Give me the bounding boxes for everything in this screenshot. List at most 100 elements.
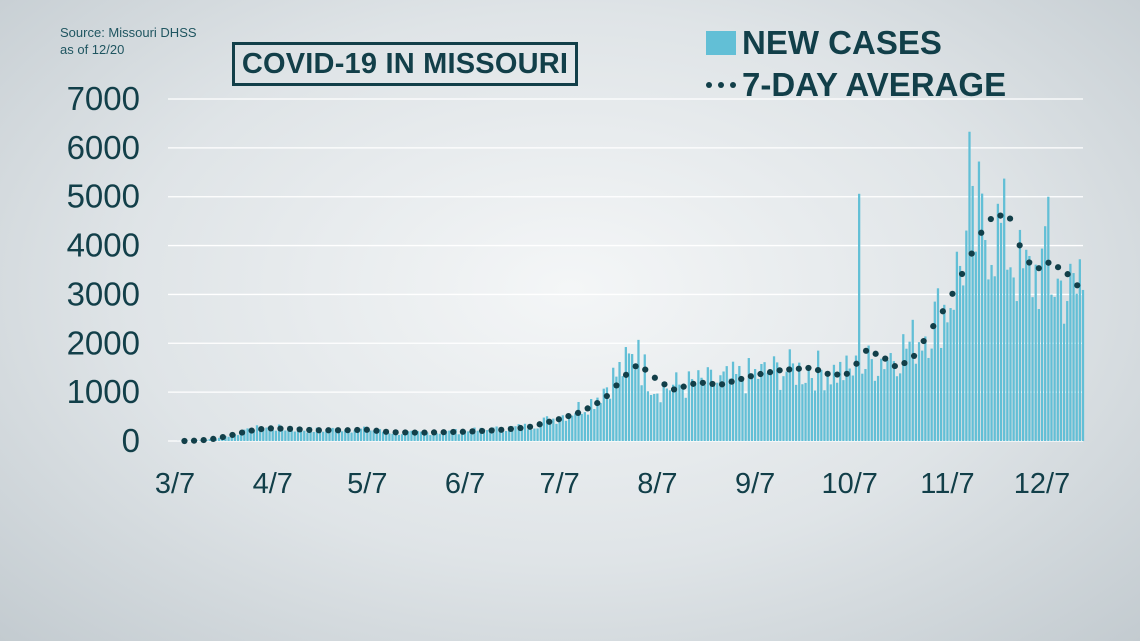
seven-day-average-point bbox=[421, 429, 428, 436]
new-cases-bar bbox=[243, 429, 246, 441]
new-cases-bar bbox=[413, 430, 416, 441]
new-cases-bar bbox=[485, 430, 489, 441]
new-cases-bar bbox=[567, 414, 571, 441]
legend-item-new-cases: NEW CASES bbox=[706, 22, 1006, 64]
new-cases-bar bbox=[899, 373, 902, 441]
new-cases-bar bbox=[987, 279, 990, 441]
new-cases-bar bbox=[602, 388, 605, 441]
y-tick-label: 0 bbox=[122, 422, 140, 459]
new-cases-bar bbox=[1075, 293, 1078, 441]
new-cases-bar bbox=[637, 339, 640, 441]
seven-day-average-point bbox=[642, 366, 649, 373]
new-cases-bar bbox=[240, 435, 243, 441]
new-cases-bar bbox=[861, 373, 864, 441]
seven-day-average-point bbox=[344, 427, 351, 434]
dotted-line-swatch-icon bbox=[706, 82, 738, 88]
new-cases-bar bbox=[344, 429, 347, 441]
new-cases-bar bbox=[381, 431, 385, 441]
new-cases-bar bbox=[262, 428, 265, 441]
legend: NEW CASES 7-DAY AVERAGE bbox=[706, 22, 1006, 106]
new-cases-bar bbox=[331, 427, 334, 441]
new-cases-bar bbox=[883, 369, 886, 441]
legend-label-new-cases: NEW CASES bbox=[742, 24, 942, 61]
new-cases-bar bbox=[593, 408, 596, 441]
seven-day-average-point bbox=[910, 352, 918, 360]
source-line: Source: Missouri DHSS bbox=[60, 25, 197, 40]
new-cases-bar bbox=[599, 403, 602, 441]
x-tick-label: 7/7 bbox=[539, 468, 579, 500]
new-cases-bar bbox=[463, 430, 467, 441]
new-cases-bar bbox=[583, 412, 586, 441]
new-cases-bar bbox=[429, 435, 432, 441]
new-cases-bar bbox=[719, 375, 722, 441]
new-cases-bar bbox=[426, 432, 429, 441]
new-cases-bar bbox=[631, 354, 634, 441]
new-cases-bar bbox=[914, 363, 918, 441]
seven-day-average-point bbox=[1035, 265, 1042, 272]
seven-day-average-point bbox=[891, 362, 898, 370]
x-tick-label: 3/7 bbox=[155, 468, 195, 500]
seven-day-average-point bbox=[987, 215, 994, 223]
new-cases-bar bbox=[665, 388, 668, 441]
new-cases-bar bbox=[1056, 278, 1059, 441]
new-cases-bar bbox=[753, 369, 757, 441]
seven-day-average-point bbox=[373, 427, 380, 434]
new-cases-bar bbox=[249, 432, 252, 441]
seven-day-average-point bbox=[930, 323, 937, 330]
seven-day-average-point bbox=[498, 426, 505, 433]
new-cases-bar bbox=[962, 285, 965, 441]
new-cases-bar bbox=[634, 369, 637, 441]
new-cases-bar bbox=[1081, 289, 1085, 441]
new-cases-bar bbox=[678, 384, 681, 441]
new-cases-bar bbox=[1050, 294, 1053, 441]
seven-day-average-point bbox=[1054, 264, 1062, 271]
seven-day-average-point bbox=[200, 436, 207, 444]
new-cases-bar bbox=[993, 276, 996, 441]
y-tick-label: 5000 bbox=[67, 178, 140, 215]
new-cases-bar bbox=[722, 371, 725, 441]
new-cases-bar bbox=[353, 430, 356, 441]
as-of-line: as of 12/20 bbox=[60, 42, 125, 57]
new-cases-bar bbox=[1047, 196, 1050, 441]
new-cases-bar bbox=[835, 382, 839, 441]
new-cases-bar bbox=[520, 429, 523, 441]
new-cases-bar bbox=[419, 431, 423, 441]
seven-day-average-point bbox=[834, 371, 841, 378]
new-cases-bar bbox=[514, 426, 517, 441]
new-cases-bar bbox=[580, 413, 583, 441]
new-cases-bar bbox=[927, 357, 930, 441]
new-cases-bar bbox=[854, 355, 858, 441]
seven-day-average-point bbox=[286, 425, 294, 432]
seven-day-average-point bbox=[853, 360, 860, 367]
new-cases-bar bbox=[199, 440, 202, 441]
new-cases-bar bbox=[1072, 273, 1075, 441]
new-cases-bar bbox=[706, 367, 709, 441]
new-cases-bar bbox=[848, 368, 851, 441]
seven-day-average-point bbox=[1026, 259, 1033, 266]
new-cases-bar bbox=[817, 350, 820, 441]
new-cases-bar bbox=[794, 384, 798, 441]
seven-day-average-point bbox=[786, 366, 793, 373]
new-cases-bar bbox=[596, 397, 599, 441]
new-cases-bar bbox=[791, 363, 795, 441]
new-cases-bar bbox=[886, 360, 889, 441]
new-cases-bar bbox=[864, 369, 867, 441]
new-cases-bar bbox=[895, 376, 899, 441]
new-cases-bar bbox=[612, 367, 615, 441]
chart-title: COVID-19 IN MISSOURI bbox=[232, 42, 578, 86]
seven-day-average-point bbox=[824, 370, 831, 377]
new-cases-bar bbox=[769, 374, 773, 441]
seven-day-average-point bbox=[862, 347, 870, 354]
new-cases-bar bbox=[571, 415, 574, 441]
new-cases-bar bbox=[1025, 249, 1028, 441]
new-cases-bar bbox=[712, 385, 716, 441]
new-cases-bar bbox=[750, 373, 754, 441]
new-cases-bar bbox=[820, 369, 823, 441]
new-cases-bar bbox=[1006, 269, 1009, 441]
new-cases-bar bbox=[435, 433, 438, 441]
new-cases-bar bbox=[627, 353, 631, 441]
new-cases-bar bbox=[624, 347, 627, 441]
new-cases-bar bbox=[473, 427, 476, 441]
seven-day-average-point bbox=[651, 374, 658, 381]
new-cases-bar bbox=[233, 434, 237, 441]
